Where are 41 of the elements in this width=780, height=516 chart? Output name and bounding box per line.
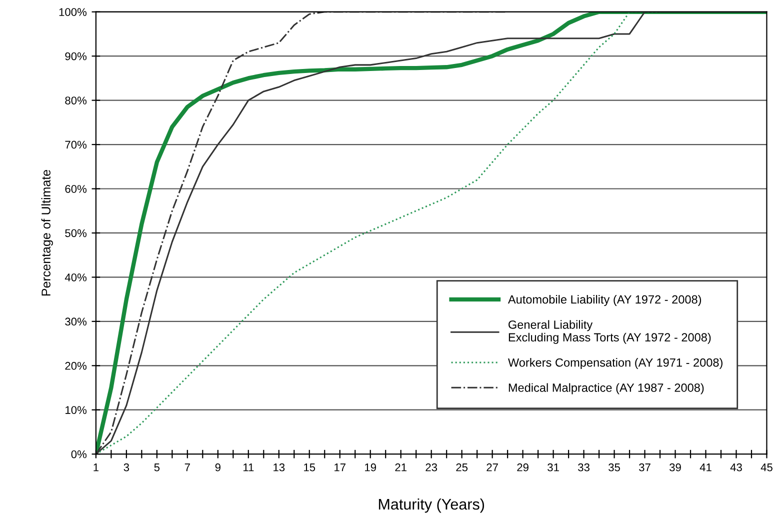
y-tick-label: 100% [59, 8, 87, 16]
legend-label: General Liability Excluding Mass Torts (AY 1972 - 2008) [508, 320, 711, 344]
y-tick-label: 70% [65, 140, 87, 149]
y-tick-label: 60% [65, 185, 87, 193]
line-series [96, 12, 767, 454]
x-tick-label: 5 [154, 464, 160, 472]
y-tick-label: 40% [64, 273, 87, 282]
x-tick-label: 45 [760, 464, 772, 472]
y-tick-label: 50% [65, 229, 87, 238]
y-tick-label: 90% [65, 52, 87, 60]
x-tick-label: 35 [608, 463, 620, 472]
x-tick-label: 23 [426, 463, 438, 472]
x-tick-label: 37 [639, 463, 650, 472]
x-tick-label: 27 [486, 463, 498, 472]
x-tick-label: 25 [456, 463, 468, 472]
x-tick-label: 19 [365, 463, 376, 472]
y-tick-label: 0% [71, 450, 87, 458]
x-tick-label: 15 [304, 464, 316, 472]
x-tick-label: 31 [548, 463, 559, 472]
x-tick-label: 29 [517, 463, 528, 472]
y-tick-label: 20% [65, 362, 87, 370]
x-tick-label: 17 [334, 464, 346, 472]
y-tick-label: 80% [65, 96, 87, 104]
legend-label: Medical Malpractice (AY 1987 - 2008) [508, 383, 704, 394]
x-tick-label: 1 [94, 464, 98, 472]
x-tick-label: 39 [670, 463, 681, 472]
x-tick-label: 43 [730, 463, 742, 472]
x-tick-label: 33 [578, 463, 590, 472]
y-tick-label: 10% [66, 406, 87, 414]
legend-label: Automobile Liability (AY 1972 - 2008) [508, 294, 702, 306]
legend-label: Workers Compensation (AY 1971 - 2008) [508, 358, 722, 370]
x-tick-label: 11 [243, 464, 254, 472]
x-tick-label: 21 [395, 463, 406, 472]
y-axis-title: Percentage of Ultimate [41, 170, 53, 296]
x-tick-label: 13 [274, 463, 285, 472]
x-tick-label: 7 [184, 464, 190, 472]
x-tick-label: 9 [215, 463, 220, 472]
x-tick-label: 41 [700, 464, 712, 472]
y-tick-label: 30% [65, 318, 87, 326]
x-axis-title: Maturity (Years) [378, 498, 484, 513]
x-tick-label: 3 [124, 463, 130, 472]
